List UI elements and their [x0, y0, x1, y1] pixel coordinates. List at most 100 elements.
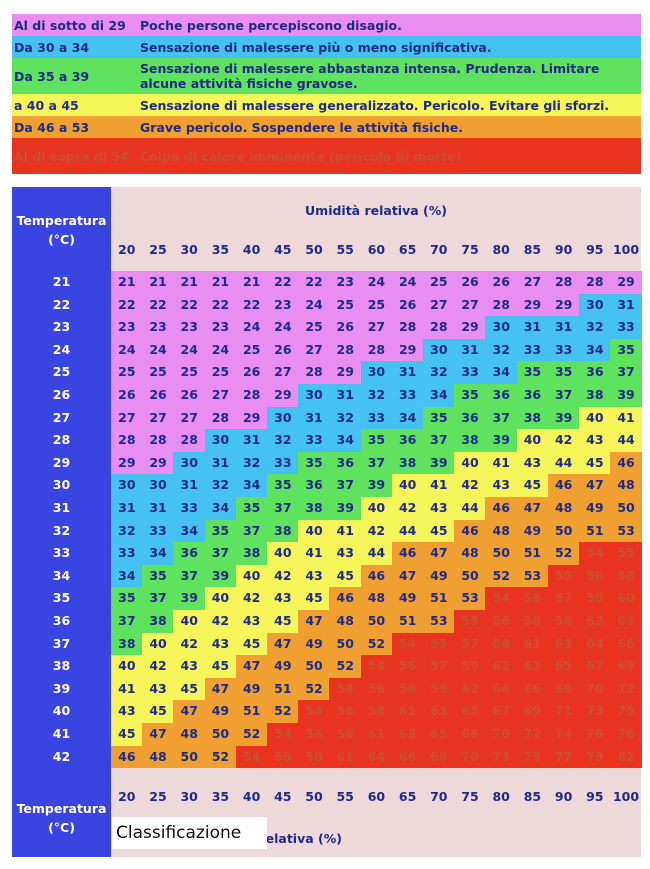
heat-index-cell: 24	[360, 271, 393, 294]
heat-index-cell: 59	[423, 677, 455, 701]
heat-index-cell: 24	[142, 338, 174, 362]
humidity-value: 65	[398, 789, 417, 804]
heat-index-cell: 47	[579, 474, 611, 497]
temperature-value: 37	[52, 635, 71, 651]
heat-index-cell: 54	[579, 542, 611, 565]
heat-index-cell: 45	[516, 474, 549, 497]
heat-index-cell: 22	[142, 293, 174, 317]
heat-index-cell: 71	[547, 700, 580, 723]
heat-index-cell: 60	[610, 587, 642, 610]
heat-index-cell: 47	[423, 542, 455, 565]
heat-index-cell: 40	[173, 610, 206, 633]
heat-index-cell: 69	[516, 700, 549, 723]
humidity-value: 20	[118, 242, 136, 257]
heat-index-cell: 36	[298, 474, 330, 497]
heat-index-cell: 24	[173, 338, 206, 362]
heat-index-cell: 33	[547, 338, 580, 362]
heat-index-cell: 64	[579, 632, 611, 656]
heat-index-cell: 79	[579, 745, 611, 769]
heat-index-cell: 53	[423, 610, 455, 633]
heat-index-cell: 26	[267, 338, 299, 362]
legend-range: Da 35 a 39	[14, 68, 90, 84]
temperature-footer: Temperatura (°C)	[16, 801, 107, 835]
humidity-value: 40	[242, 789, 261, 804]
temperature-value: 29	[52, 454, 71, 470]
heat-index-cell: 41	[111, 677, 143, 701]
heat-index-cell: 48	[329, 610, 362, 633]
legend-range: Da 30 a 34	[14, 39, 90, 55]
heat-index-cell: 43	[111, 700, 143, 723]
heat-index-cell: 69	[610, 655, 642, 678]
heat-index-cell: 50	[485, 542, 518, 565]
heat-index-cell: 25	[360, 293, 393, 317]
heat-index-cell: 63	[391, 723, 424, 746]
heat-index-cell: 49	[423, 564, 455, 588]
heat-index-cell: 23	[173, 316, 206, 339]
heat-index-cell: 32	[329, 406, 362, 430]
heat-index-cell: 51	[423, 587, 455, 610]
heat-index-cell: 67	[579, 655, 611, 678]
heat-index-cell: 38	[142, 610, 174, 633]
heat-index-cell: 26	[142, 384, 174, 407]
heat-index-cell: 23	[267, 293, 299, 317]
heat-index-cell: 32	[235, 451, 268, 475]
heat-index-cell: 34	[142, 542, 174, 565]
heat-index-cell: 35	[142, 564, 174, 588]
heat-index-cell: 37	[547, 384, 580, 407]
heat-index-cell: 37	[235, 519, 268, 543]
heat-index-cell: 22	[267, 271, 299, 294]
heat-index-cell: 52	[547, 542, 580, 565]
heat-index-cell: 78	[610, 723, 642, 746]
heat-index-cell: 59	[454, 655, 486, 678]
humidity-value: 80	[492, 242, 510, 257]
heat-index-cell: 72	[516, 723, 549, 746]
heat-index-cell: 27	[298, 338, 330, 362]
heat-index-cell: 45	[204, 655, 237, 678]
heat-index-cell: 56	[391, 655, 424, 678]
humidity-value: 50	[305, 789, 323, 804]
heat-index-cell: 36	[516, 384, 549, 407]
heat-index-cell: 42	[267, 564, 299, 588]
heat-index-cell: 47	[204, 677, 237, 701]
heat-index-cell: 40	[235, 564, 268, 588]
heat-index-cell: 32	[423, 361, 455, 384]
heat-index-cell: 38	[516, 406, 549, 430]
humidity-value: 75	[461, 789, 479, 804]
heat-index-cell: 27	[423, 293, 455, 317]
heat-index-cell: 34	[391, 406, 424, 430]
legend-description: Poche persone percepiscono disagio.	[140, 17, 402, 33]
heat-index-cell: 58	[485, 632, 518, 656]
heat-index-cell: 25	[298, 316, 330, 339]
humidity-value: 90	[554, 242, 573, 257]
heat-index-cell: 64	[485, 677, 518, 701]
heat-index-cell: 38	[298, 497, 330, 520]
heat-index-cell: 64	[360, 745, 393, 769]
heat-index-cell: 37	[485, 406, 518, 430]
heat-index-cell: 30	[204, 429, 237, 452]
heat-index-cell: 51	[235, 700, 268, 723]
heat-index-cell: 24	[391, 271, 424, 294]
heat-index-cell: 53	[454, 587, 486, 610]
heat-index-cell: 46	[547, 474, 580, 497]
heat-index-cell: 27	[204, 384, 237, 407]
humidity-value: 100	[612, 789, 640, 804]
heat-index-cell: 30	[142, 474, 174, 497]
heat-index-cell: 32	[111, 519, 143, 543]
temperature-value: 28	[52, 432, 71, 448]
humidity-value: 25	[149, 242, 167, 257]
heat-index-cell: 35	[111, 587, 143, 610]
heat-index-cell: 47	[235, 655, 268, 678]
heat-index-cell: 33	[142, 519, 174, 543]
temperature-value: 41	[52, 726, 71, 741]
heat-index-cell: 21	[142, 271, 174, 294]
heat-index-cell: 25	[423, 271, 455, 294]
heat-index-cell: 37	[329, 474, 362, 497]
humidity-value: 85	[523, 242, 542, 257]
heat-index-cell: 38	[267, 519, 299, 543]
heat-index-cell: 49	[204, 700, 237, 723]
heat-index-cell: 37	[610, 361, 642, 384]
heat-index-cell: 46	[610, 451, 642, 475]
heat-index-cell: 35	[547, 361, 580, 384]
heat-index-cell: 31	[547, 316, 580, 339]
heat-index-cell: 61	[329, 745, 362, 769]
